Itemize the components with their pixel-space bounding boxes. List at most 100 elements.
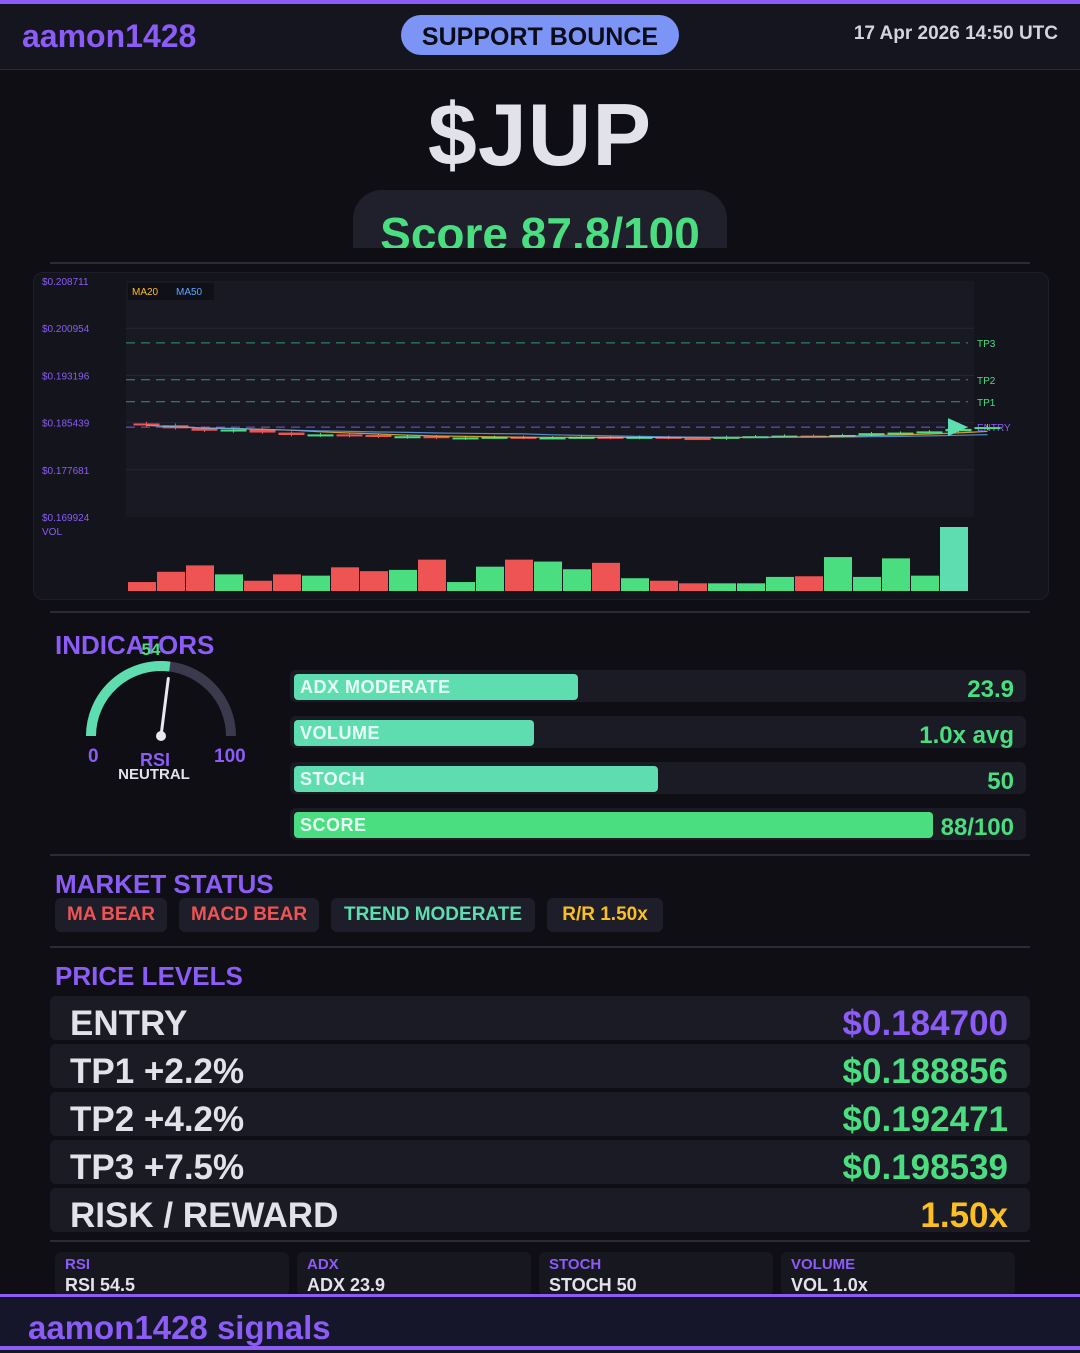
indicator-bar-stoch: STOCH 50 — [290, 762, 1026, 795]
indicator-bar-label: STOCH — [300, 769, 366, 789]
candle-body — [191, 428, 218, 431]
candle-body — [278, 432, 305, 436]
header-bar: aamon1428 SUPPORT BOUNCE 17 Apr 2026 14:… — [0, 4, 1080, 70]
volume-bar — [389, 569, 417, 591]
volume-bar — [505, 559, 533, 591]
status-tag-ma: MA BEAR — [55, 898, 167, 932]
status-tag-macd: MACD BEAR — [179, 898, 319, 932]
top-accent-line — [0, 0, 1080, 4]
candle-body — [887, 432, 914, 435]
volume-bar — [186, 565, 214, 591]
market-status-title: MARKET STATUS — [55, 869, 274, 899]
price-level-tp3: TP3 +7.5% $0.198539 — [50, 1140, 1030, 1187]
summary-card-value: RSI 54.5 — [65, 1275, 136, 1295]
candle-body — [307, 434, 334, 437]
volume-bar — [447, 582, 475, 591]
indicator-bar-fill — [294, 812, 933, 838]
gauge-state: NEUTRAL — [118, 766, 190, 783]
price-levels-title: PRICE LEVELS — [55, 961, 243, 991]
volume-bar — [418, 559, 446, 591]
rsi-gauge: 54 0 100 RSI NEUTRAL — [80, 640, 250, 790]
summary-card-adx: ADX ADX 23.9 — [297, 1252, 531, 1296]
candle-body — [365, 435, 392, 438]
summary-card-key: RSI — [65, 1256, 91, 1273]
price-level-tp1: TP1 +2.2% $0.188856 — [50, 1044, 1030, 1091]
candle-body — [916, 431, 943, 434]
indicator-bar-label: ADX MODERATE — [300, 677, 451, 697]
signal-type-badge: SUPPORT BOUNCE — [401, 15, 679, 55]
volume-bar — [940, 527, 968, 591]
level-label: TP2 — [977, 376, 996, 387]
volume-bar — [650, 580, 678, 591]
volume-bar — [157, 571, 185, 591]
divider — [50, 854, 1030, 856]
indicator-bar-adx: ADX MODERATE 23.9 — [290, 670, 1026, 703]
summary-card-key: STOCH — [549, 1256, 602, 1273]
indicator-bar-label: VOLUME — [300, 723, 381, 743]
indicator-bar-value: 50 — [987, 768, 1014, 795]
price-chart: $0.208711 $0.200954 $0.193196 $0.185439 $0.1… — [33, 272, 1049, 600]
level-label: TP1 — [977, 398, 996, 409]
candle-body — [452, 437, 479, 440]
volume-bar — [911, 575, 939, 591]
price-axis-label: $0.193196 — [42, 371, 90, 382]
candle-body — [394, 436, 421, 439]
footer-brand: aamon1428 signals — [28, 1309, 331, 1346]
candle-body — [133, 423, 160, 426]
price-axis-label: $0.208711 — [42, 277, 89, 288]
volume-bar — [766, 576, 794, 591]
indicators-title: INDICATORS — [55, 630, 215, 660]
score-pill: Score 87.8/100 — [353, 190, 727, 248]
divider — [50, 611, 1030, 613]
price-axis-label: $0.200954 — [42, 324, 90, 335]
volume-bar — [273, 574, 301, 591]
summary-card-key: ADX — [307, 1256, 339, 1273]
indicator-bar-fill — [294, 766, 658, 792]
volume-bar — [476, 566, 504, 591]
candle-body — [249, 429, 276, 433]
volume-bar — [737, 583, 765, 591]
price-level-value: $0.184700 — [842, 1004, 1008, 1043]
volume-bar — [331, 567, 359, 591]
indicator-bar-score: SCORE 88/100 — [290, 808, 1026, 841]
ticker-symbol: $JUP — [427, 85, 653, 184]
summary-card-volume: VOLUME VOL 1.0x — [781, 1252, 1015, 1296]
price-level-label: TP3 +7.5% — [70, 1148, 245, 1187]
summary-card-value: ADX 23.9 — [307, 1275, 386, 1295]
legend-ma20: MA20 — [132, 287, 159, 298]
gauge-label: RSI — [139, 750, 170, 770]
gauge-needle — [159, 677, 170, 738]
price-level-label: TP1 +2.2% — [70, 1052, 245, 1091]
divider — [50, 262, 1030, 264]
volume-bar — [679, 583, 707, 591]
summary-card-rsi: RSI RSI 54.5 — [55, 1252, 289, 1296]
timestamp: 17 Apr 2026 14:50 UTC — [853, 23, 1058, 44]
indicator-bar-value: 23.9 — [967, 676, 1014, 703]
entry-marker — [948, 418, 968, 437]
divider — [50, 1240, 1030, 1242]
score-text: Score 87.8/100 — [380, 208, 700, 248]
indicator-bar-value: 88/100 — [940, 814, 1014, 841]
ma50-line — [146, 424, 988, 438]
candle-body — [974, 427, 1001, 430]
indicator-bar-volume: VOLUME 1.0x avg — [290, 716, 1026, 749]
volume-bar — [534, 561, 562, 591]
volume-bar — [824, 557, 852, 591]
brand-name: aamon1428 — [22, 18, 197, 54]
plot-area — [126, 281, 974, 517]
volume-bar — [853, 576, 881, 591]
volume-label: VOL — [42, 527, 62, 538]
price-level-value: $0.192471 — [842, 1100, 1008, 1139]
volume-bar — [621, 578, 649, 591]
price-level-value: 1.50x — [920, 1196, 1008, 1235]
summary-card-stoch: STOCH STOCH 50 — [539, 1252, 773, 1296]
footer-bar: aamon1428 signals — [0, 1294, 1080, 1353]
price-level-label: RISK / REWARD — [70, 1196, 339, 1235]
volume-bar — [302, 575, 330, 591]
candle-body — [336, 434, 363, 437]
candle-body — [684, 438, 711, 441]
price-level-entry: ENTRY $0.184700 — [50, 996, 1030, 1043]
price-level-label: TP2 +4.2% — [70, 1100, 245, 1139]
status-tag-trend: TREND MODERATE — [331, 898, 535, 932]
legend-box — [128, 283, 214, 300]
